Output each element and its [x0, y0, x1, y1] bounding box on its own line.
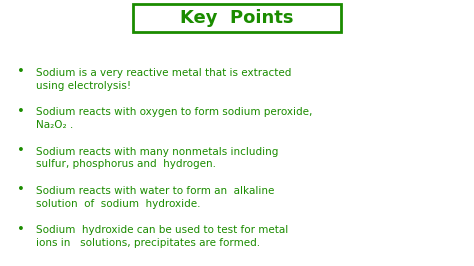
Text: Key  Points: Key Points	[180, 9, 294, 27]
Text: Sodium reacts with many nonmetals including
sulfur, phosphorus and  hydrogen.: Sodium reacts with many nonmetals includ…	[36, 147, 278, 169]
Text: •: •	[17, 223, 25, 236]
Text: •: •	[17, 65, 25, 78]
FancyBboxPatch shape	[133, 4, 341, 32]
Text: •: •	[17, 105, 25, 118]
Text: Sodium is a very reactive metal that is extracted
using electrolysis!: Sodium is a very reactive metal that is …	[36, 68, 291, 91]
Text: •: •	[17, 144, 25, 157]
Text: Sodium reacts with water to form an  alkaline
solution  of  sodium  hydroxide.: Sodium reacts with water to form an alka…	[36, 186, 274, 209]
Text: Sodium reacts with oxygen to form sodium peroxide,
Na₂O₂ .: Sodium reacts with oxygen to form sodium…	[36, 107, 312, 130]
Text: •: •	[17, 183, 25, 196]
Text: Sodium  hydroxide can be used to test for metal
ions in   solutions, precipitate: Sodium hydroxide can be used to test for…	[36, 225, 288, 248]
